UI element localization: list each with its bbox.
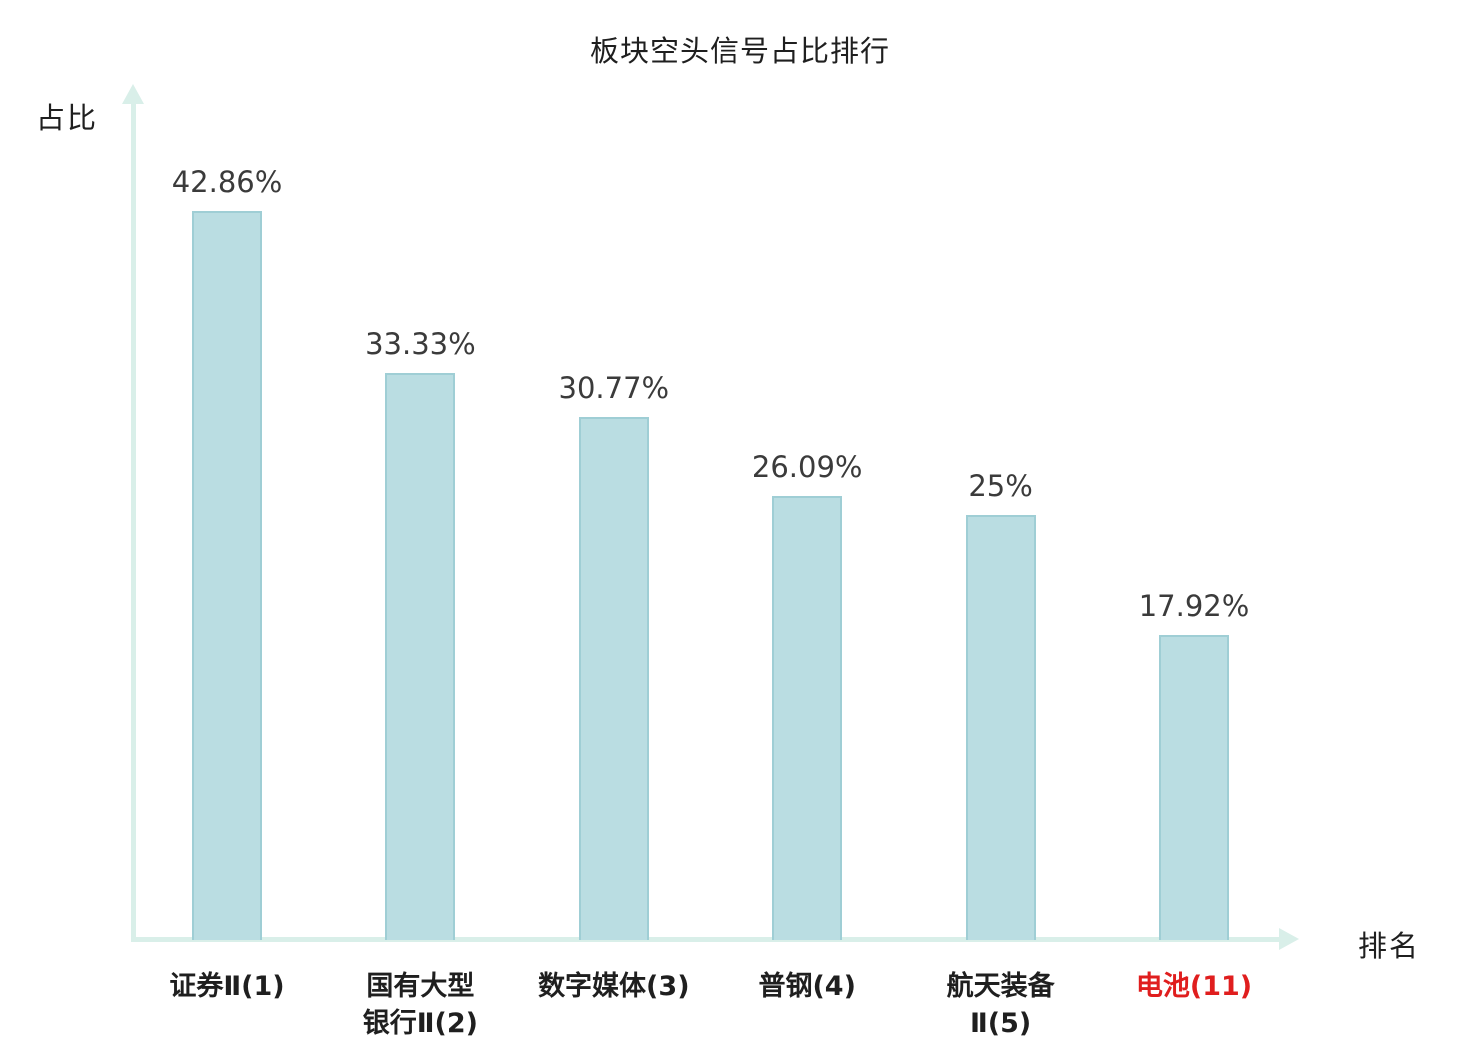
bar-value-label: 25% bbox=[968, 469, 1033, 503]
bar-value-label: 17.92% bbox=[1138, 589, 1250, 623]
bar bbox=[965, 515, 1036, 940]
bar bbox=[385, 373, 456, 940]
bar-value-label: 30.77% bbox=[558, 371, 670, 405]
y-axis-arrow-icon bbox=[122, 84, 144, 104]
bar-category-label: 证券Ⅱ(1) bbox=[169, 971, 285, 1002]
bar-value-label: 33.33% bbox=[365, 327, 476, 361]
bar-category-label: 数字媒体(3) bbox=[538, 971, 690, 1002]
bar bbox=[1159, 635, 1229, 940]
y-axis-line bbox=[131, 102, 136, 942]
bar bbox=[192, 211, 262, 940]
bar-value-label: 26.09% bbox=[751, 450, 863, 484]
bar bbox=[578, 417, 649, 940]
bar bbox=[772, 496, 843, 940]
bar-category-label: 航天装备 Ⅱ(5) bbox=[946, 971, 1055, 1039]
x-axis-label: 排名 bbox=[1358, 929, 1421, 963]
bar-category-label: 国有大型 银行Ⅱ(2) bbox=[362, 971, 479, 1039]
x-axis-line bbox=[131, 937, 1281, 942]
y-axis-label: 占比 bbox=[36, 101, 99, 135]
chart-title: 板块空头信号占比排行 bbox=[589, 34, 890, 68]
bar-category-label: 普钢(4) bbox=[758, 971, 856, 1002]
bar-category-label: 电池(11) bbox=[1135, 971, 1253, 1002]
bar-value-label: 42.86% bbox=[171, 165, 283, 199]
x-axis-arrow-icon bbox=[1279, 928, 1299, 950]
